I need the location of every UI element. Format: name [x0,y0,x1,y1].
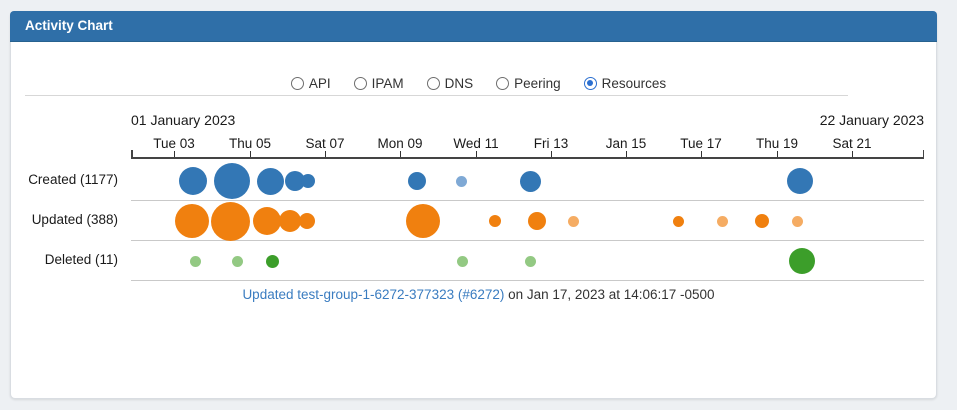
filter-option-peering[interactable]: Peering [496,76,561,91]
bubble-created[interactable] [408,172,426,190]
bubble-created[interactable] [256,167,284,195]
bubble-updated[interactable] [489,215,501,227]
axis-tick [551,151,552,158]
filter-option-ipam[interactable]: IPAM [353,75,404,91]
axis-tick-label: Tue 17 [680,136,722,151]
axis-tick [626,151,627,158]
axis-line [131,157,924,159]
axis-tick [777,151,778,158]
filters-divider [25,95,848,96]
axis-tick-label: Mon 09 [377,136,423,151]
axis-tick [400,151,401,158]
event-timestamp: on Jan 17, 2023 at 14:06:17 -0500 [504,287,715,302]
row-separator [131,200,924,201]
bubble-updated[interactable] [791,215,803,227]
row-label-deleted: Deleted (11) [44,252,118,267]
bubble-updated[interactable] [406,204,440,238]
activity-type-radio-group: API IPAM DNS Peering Resources [0,73,957,93]
axis-end-cap [131,150,133,158]
filter-option-dns[interactable]: DNS [426,75,474,91]
axis-end-date: 22 January 2023 [819,112,924,128]
axis-tick [325,151,326,158]
axis-tick-label: Tue 03 [153,136,195,151]
panel-header: Activity Chart [10,11,937,42]
axis-tick-label: Sat 07 [305,136,345,151]
bubble-created[interactable] [787,168,813,194]
bubble-created[interactable] [455,175,467,187]
radio-icon [496,76,510,90]
row-separator [131,240,924,241]
axis-tick [852,151,853,158]
bubble-updated[interactable] [755,214,769,228]
filter-label: IPAM [371,75,404,91]
row-label-created: Created (1177) [28,172,118,187]
bubble-deleted[interactable] [231,255,243,267]
filter-label: API [308,75,331,91]
radio-selected-icon [583,76,597,90]
bubble-deleted[interactable] [189,255,201,267]
axis-tick [476,151,477,158]
filter-label: Resources [601,75,667,91]
axis-tick-label: Jan 15 [605,136,647,151]
bubble-updated[interactable] [175,204,209,238]
axis-tick-label: Sat 21 [832,136,872,151]
bubble-deleted[interactable] [524,255,536,267]
bubble-created[interactable] [179,167,207,195]
filter-label: DNS [444,75,474,91]
bubble-deleted[interactable] [456,255,468,267]
radio-icon [353,76,367,90]
axis-tick-label: Thu 05 [228,136,272,151]
axis-tick-label: Thu 19 [755,136,799,151]
axis-tick-label: Fri 13 [533,136,569,151]
radio-icon [290,76,304,90]
bubble-updated[interactable] [210,201,250,241]
bubble-updated[interactable] [567,215,579,227]
bubble-updated[interactable] [672,215,684,227]
bubble-deleted[interactable] [789,248,815,274]
bubble-updated[interactable] [253,207,281,235]
bubble-updated[interactable] [528,212,546,230]
panel-title: Activity Chart [25,18,113,33]
bubble-updated[interactable] [716,215,728,227]
bubble-created[interactable] [285,171,305,191]
axis-tick-label: Wed 11 [453,136,499,151]
radio-icon [426,76,440,90]
filter-option-resources[interactable]: Resources [583,75,667,91]
bubble-created[interactable] [301,174,315,188]
bubble-created[interactable] [214,163,250,199]
axis-tick [174,151,175,158]
axis-tick [250,151,251,158]
bubble-created[interactable] [519,170,541,192]
bubble-deleted[interactable] [265,254,279,268]
filter-option-api[interactable]: API [290,75,331,91]
axis-tick [701,151,702,158]
axis-start-date: 01 January 2023 [131,112,236,128]
event-link[interactable]: Updated test-group-1-6272-377323 (#6272) [242,287,505,302]
row-label-updated: Updated (388) [31,212,118,227]
axis-end-cap [922,150,924,158]
bubble-updated[interactable] [299,213,315,229]
event-caption: Updated test-group-1-6272-377323 (#6272)… [0,287,957,302]
filter-label: Peering [514,75,561,91]
bubble-updated[interactable] [279,210,301,232]
activity-chart-panel [10,11,937,399]
row-separator [131,280,924,281]
